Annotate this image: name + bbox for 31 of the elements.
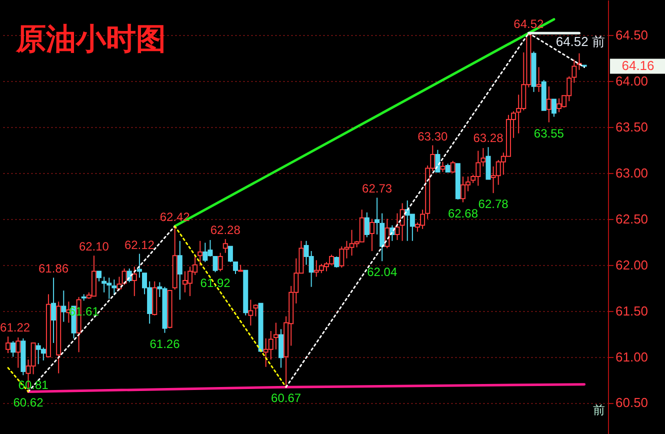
annotation: 64.52 前 [556, 34, 605, 50]
annotation: 60.62 [13, 396, 44, 410]
y-tick-label: 64.50 [616, 27, 648, 42]
annotation: 61.92 [200, 276, 231, 290]
annotation: 61.26 [150, 336, 180, 351]
y-tick-label: 63.50 [616, 119, 648, 134]
ref-line-label: 64.16 [622, 58, 654, 74]
annotation: 61.86 [38, 262, 69, 276]
annotation: 61.22 [0, 320, 30, 335]
text: 前 [593, 403, 605, 417]
y-tick-label: 62.50 [616, 211, 648, 226]
annotation: 64.52 [514, 17, 544, 32]
annotation: 62.04 [367, 265, 398, 280]
y-tick-label: 61.50 [616, 303, 648, 318]
y-tick-label: 61.00 [616, 349, 648, 364]
y-tick-label: 62.00 [616, 257, 648, 272]
annotation: 63.30 [418, 129, 448, 144]
annotation: 63.28 [473, 131, 504, 146]
text: 原油小时图 [15, 23, 166, 56]
y-tick-label: 60.50 [616, 395, 648, 410]
annotation: 60.67 [271, 391, 302, 406]
y-tick-label: 64.00 [616, 73, 648, 88]
annotation: 62.42 [160, 210, 190, 224]
y-tick-label: 63.00 [616, 165, 648, 180]
annotation: 62.10 [78, 240, 110, 254]
annotation: 62.12 [124, 238, 155, 252]
annotation: 63.55 [534, 126, 564, 140]
annotation: 62.68 [448, 206, 478, 220]
annotation: 62.78 [478, 197, 509, 212]
annotation: 62.28 [210, 223, 241, 238]
annotation: 62.73 [362, 182, 392, 196]
